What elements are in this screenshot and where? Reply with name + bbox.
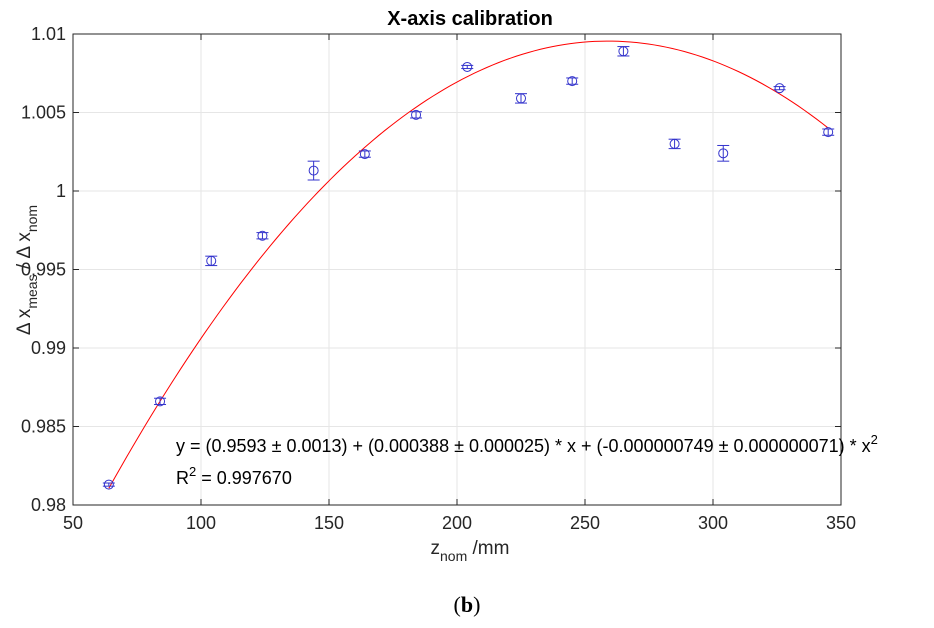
- point-marker: [411, 109, 422, 120]
- point-marker: [669, 138, 680, 149]
- y-tick-label: 0.98: [31, 495, 66, 515]
- data-point: [461, 61, 474, 72]
- fit-curve: [108, 40, 829, 489]
- data-point: [566, 76, 579, 87]
- y-tick-label: 1.005: [21, 103, 66, 123]
- point-marker: [359, 149, 370, 160]
- x-tick-label: 200: [442, 513, 472, 533]
- x-tick-label: 100: [186, 513, 216, 533]
- point-marker: [155, 396, 166, 407]
- data-point: [822, 127, 835, 138]
- x-tick-label: 150: [314, 513, 344, 533]
- x-tick-label: 50: [63, 513, 83, 533]
- data-point: [617, 46, 630, 57]
- data-point: [717, 144, 730, 162]
- point-marker: [718, 148, 729, 159]
- y-axis-label: Δ xmeas / Δ xnom: [14, 205, 40, 335]
- point-marker: [618, 46, 629, 57]
- data-point: [102, 479, 115, 490]
- point-marker: [462, 61, 473, 72]
- fit-curve-layer: [108, 40, 829, 489]
- x-axis-ticks: 50 100 150 200 250 300 350: [63, 34, 856, 533]
- y-tick-label: 0.985: [21, 417, 66, 437]
- point-marker: [308, 165, 319, 176]
- point-marker: [206, 255, 217, 266]
- figure-caption: (b): [454, 592, 481, 617]
- y-tick-label: 0.99: [31, 338, 66, 358]
- chart-title: X-axis calibration: [387, 8, 553, 30]
- point-marker: [103, 479, 114, 490]
- data-point: [668, 138, 681, 150]
- point-marker: [823, 127, 834, 138]
- x-axis-label: znom /mm: [431, 538, 510, 564]
- data-point: [773, 83, 786, 94]
- data-point: [410, 109, 423, 120]
- point-marker: [257, 230, 268, 241]
- data-point: [307, 160, 320, 181]
- data-point: [256, 230, 269, 241]
- data-point: [205, 255, 218, 267]
- r-squared: R2 = 0.997670: [176, 464, 292, 488]
- data-point: [358, 149, 371, 160]
- y-tick-label: 0.995: [21, 260, 66, 280]
- x-tick-label: 250: [570, 513, 600, 533]
- y-tick-label: 1.01: [31, 24, 66, 44]
- point-marker: [516, 93, 526, 104]
- y-tick-label: 1: [56, 181, 66, 201]
- y-axis-ticks: 0.98 0.985 0.99 0.995 1 1.005 1.01: [21, 24, 841, 515]
- fit-equation: y = (0.9593 ± 0.0013) + (0.000388 ± 0.00…: [176, 432, 878, 456]
- x-tick-label: 300: [698, 513, 728, 533]
- x-tick-label: 350: [826, 513, 856, 533]
- data-points-layer: [102, 46, 835, 490]
- point-marker: [774, 83, 785, 94]
- data-point: [515, 93, 527, 104]
- data-point: [154, 396, 167, 407]
- point-marker: [567, 76, 578, 87]
